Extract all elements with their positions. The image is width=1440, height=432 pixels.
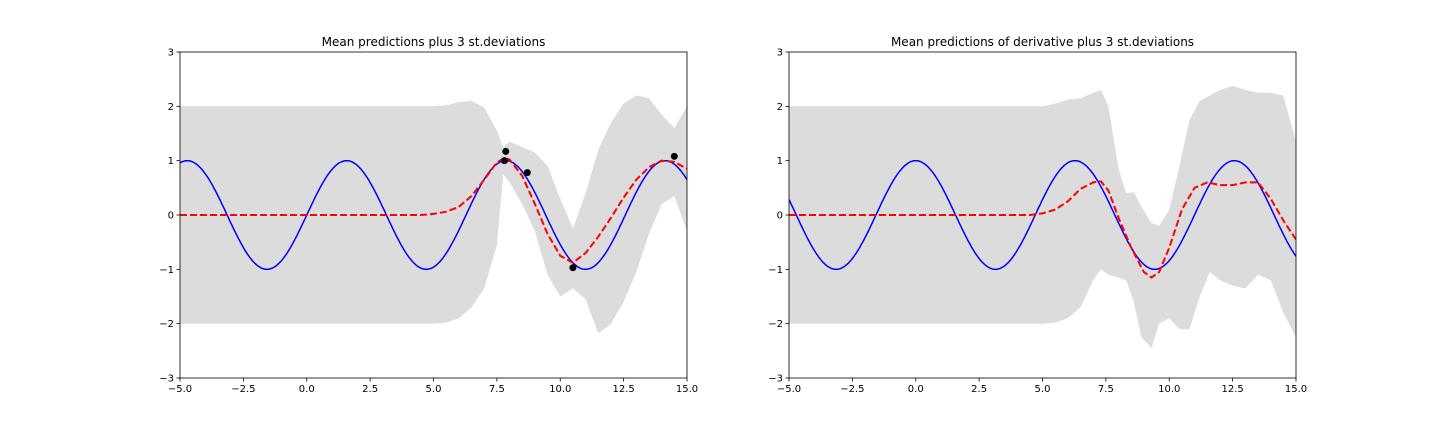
- y-tick-label: 1: [777, 156, 783, 167]
- x-tick-label: 12.5: [1221, 384, 1243, 395]
- y-tick-label: −3: [159, 374, 174, 385]
- y-tick-label: 2: [777, 102, 783, 113]
- observation-point: [500, 157, 508, 165]
- observation-point: [502, 147, 510, 155]
- y-tick-label: −3: [768, 374, 783, 385]
- x-tick-label: 15.0: [676, 384, 698, 395]
- observation-point: [523, 169, 531, 177]
- x-tick-label: 12.5: [612, 384, 634, 395]
- x-tick-label: −5.0: [777, 384, 801, 395]
- chart-panel-right: Mean predictions of derivative plus 3 st…: [768, 35, 1307, 395]
- x-tick-label: 5.0: [426, 384, 442, 395]
- true-function-line: [789, 159, 1296, 271]
- confidence-band: [789, 85, 1296, 349]
- y-tick-label: 0: [168, 211, 174, 222]
- x-tick-label: 15.0: [1285, 384, 1307, 395]
- chart-title-left: Mean predictions plus 3 st.deviations: [322, 35, 546, 49]
- x-tick-label: 5.0: [1035, 384, 1051, 395]
- y-tick-label: 2: [168, 102, 174, 113]
- x-tick-label: 2.5: [362, 384, 378, 395]
- y-tick-label: 0: [777, 211, 783, 222]
- observation-point: [670, 152, 678, 160]
- x-tick-label: 0.0: [299, 384, 315, 395]
- y-tick-label: −2: [159, 319, 174, 330]
- chart-title-right: Mean predictions of derivative plus 3 st…: [891, 35, 1194, 49]
- plot-area-left: −5.0 −2.5 0.0 2.5 5.0 7.5 10.0 12.5 15.0 −3 −2 −1 0 1…: [159, 48, 698, 396]
- x-tick-label: 7.5: [1098, 384, 1114, 395]
- mean-prediction-line: [180, 156, 687, 264]
- x-tick-label: 10.0: [1158, 384, 1180, 395]
- observation-point: [569, 264, 577, 272]
- y-tick-label: −2: [768, 319, 783, 330]
- chart-panel-left: Mean predictions plus 3 st.deviations −5…: [159, 35, 698, 395]
- x-tick-label: 0.0: [908, 384, 924, 395]
- x-tick-label: 7.5: [489, 384, 505, 395]
- y-tick-label: −1: [159, 265, 174, 276]
- y-tick-label: 3: [777, 48, 783, 59]
- y-tick-label: −1: [768, 265, 783, 276]
- y-tick-label: 3: [168, 48, 174, 59]
- mean-prediction-line: [789, 180, 1296, 279]
- x-tick-label: −5.0: [168, 384, 192, 395]
- y-tick-label: 1: [168, 156, 174, 167]
- x-tick-label: 10.0: [549, 384, 571, 395]
- x-tick-label: −2.5: [231, 384, 255, 395]
- x-tick-label: 2.5: [971, 384, 987, 395]
- x-tick-label: −2.5: [840, 384, 864, 395]
- plot-area-right: −5.0 −2.5 0.0 2.5 5.0 7.5 10.0 12.5 15.0 −3 −2 −1 0 1…: [768, 48, 1307, 396]
- true-function-line: [180, 159, 687, 271]
